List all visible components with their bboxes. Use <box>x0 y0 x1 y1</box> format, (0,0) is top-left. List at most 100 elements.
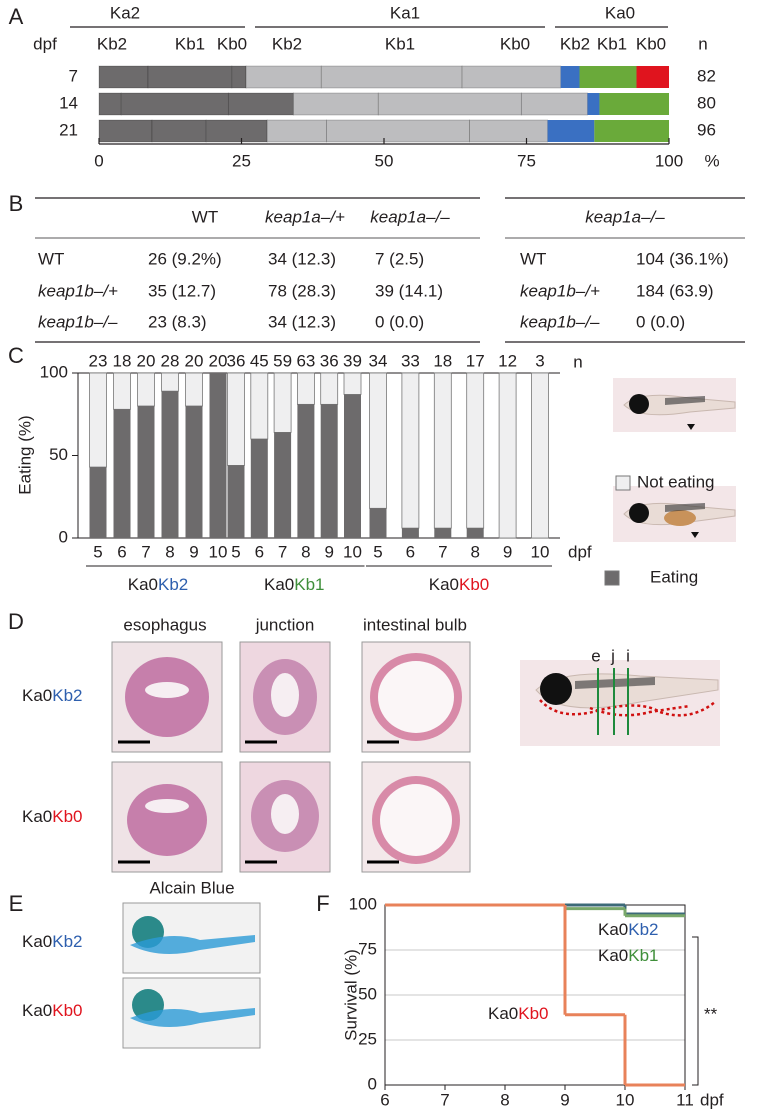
row-label-part: Ka0 <box>22 686 52 705</box>
group-label-part: Kb2 <box>158 575 188 594</box>
row-label: Ka0Kb2 <box>22 686 83 705</box>
table-cell: 7 (2.5) <box>375 249 424 268</box>
count-label: 23 <box>89 351 108 370</box>
legend-label: Kb2 <box>97 34 127 53</box>
panel-letter: B <box>9 191 24 216</box>
series-label-part: Ka0 <box>488 1004 518 1023</box>
alcian-images <box>122 902 261 1049</box>
x-tick-label: 9 <box>560 1090 569 1109</box>
bar-segment <box>320 65 463 89</box>
x-tick-label: 5 <box>231 542 240 561</box>
legend-label: Eating <box>650 567 698 586</box>
bar-eating <box>209 373 227 538</box>
x-tick-label: 5 <box>93 542 102 561</box>
count-label: 34 <box>369 351 388 370</box>
count-label: 20 <box>185 351 204 370</box>
bar-not-eating <box>531 372 549 539</box>
table-cell: 39 (14.1) <box>375 281 443 300</box>
bar-eating <box>113 409 131 538</box>
count-header: n <box>573 352 582 371</box>
group-label: Ka0Kb2 <box>128 575 189 594</box>
group-label-part: Kb1 <box>294 575 324 594</box>
x-tick-label: 9 <box>189 542 198 561</box>
bar-segment <box>151 119 207 143</box>
bar-segment <box>266 119 327 143</box>
x-tick-label: 75 <box>517 151 536 170</box>
x-tick-label: 100 <box>655 151 683 170</box>
bar-segment <box>98 119 153 143</box>
count-label: 59 <box>273 351 292 370</box>
count-label: 63 <box>296 351 315 370</box>
bar-eating <box>274 432 292 538</box>
row-label: Ka0Kb2 <box>22 932 83 951</box>
bar-eating <box>320 404 338 538</box>
fish-photo <box>613 378 736 432</box>
bar-segment <box>547 120 595 142</box>
bar-not-eating <box>113 372 131 410</box>
bar-eating <box>137 406 155 538</box>
x-tick-label: 7 <box>278 542 287 561</box>
bar-segment <box>231 65 247 89</box>
bar-not-eating <box>89 372 107 468</box>
legend-label: Kb2 <box>560 34 590 53</box>
x-tick-label: 6 <box>117 542 126 561</box>
bar-eating <box>401 528 419 538</box>
y-tick-label: 100 <box>349 894 377 913</box>
legend-label: Kb0 <box>636 34 666 53</box>
legend-label: Kb0 <box>500 34 530 53</box>
bar-eating <box>466 528 484 538</box>
group-label-part: Ka0 <box>429 575 459 594</box>
histology-images <box>111 641 471 873</box>
x-tick-label: 10 <box>616 1090 635 1109</box>
column-label: junction <box>255 615 315 634</box>
bar-eating <box>161 391 179 538</box>
bar-eating <box>434 528 452 538</box>
y-tick-label: 50 <box>358 984 377 1003</box>
bar-segment <box>594 120 669 142</box>
panel-letter: C <box>8 343 24 368</box>
series-label-part: Ka0 <box>598 946 628 965</box>
x-tick-label: 10 <box>209 542 228 561</box>
row-label: 21 <box>59 120 78 139</box>
count-label: 80 <box>697 93 716 112</box>
legend-label: Kb1 <box>175 34 205 53</box>
column-header: WT <box>192 207 218 226</box>
x-tick-label: 8 <box>301 542 310 561</box>
column-header: keap1a–/– <box>370 207 450 226</box>
count-label: 45 <box>250 351 269 370</box>
bar-segment <box>326 119 470 143</box>
table-cell: 34 (12.3) <box>268 249 336 268</box>
x-tick-label: 10 <box>531 542 550 561</box>
row-label: Ka0Kb0 <box>22 1001 83 1020</box>
bar-eating <box>369 508 387 538</box>
table-cell: 26 (9.2%) <box>148 249 222 268</box>
row-label: keap1b–/– <box>520 312 600 331</box>
column-header: keap1a–/+ <box>265 207 345 226</box>
x-tick-label: 7 <box>440 1090 449 1109</box>
series-label-part: Kb1 <box>628 946 658 965</box>
bar-not-eating <box>250 372 269 440</box>
bar-eating <box>185 406 203 538</box>
bar-not-eating <box>137 372 155 407</box>
row-label: Ka0Kb0 <box>22 807 83 826</box>
x-tick-label: 9 <box>503 542 512 561</box>
row-label-part: Kb0 <box>52 807 82 826</box>
bar-segment <box>599 93 669 115</box>
count-label: 20 <box>137 351 156 370</box>
section-label: i <box>626 646 630 665</box>
legend-swatch <box>604 570 620 586</box>
bar-eating <box>250 439 268 538</box>
x-tick-label: 6 <box>255 542 264 561</box>
table-cell: 23 (8.3) <box>148 312 207 331</box>
section-label: e <box>591 646 600 665</box>
group-label-part: Ka0 <box>128 575 158 594</box>
x-tick-label: 6 <box>406 542 415 561</box>
panel-letter: A <box>9 4 24 29</box>
x-tick-label: 5 <box>373 542 382 561</box>
bar-not-eating <box>401 372 420 529</box>
row-label-part: Kb2 <box>52 932 82 951</box>
section-label: j <box>610 646 615 665</box>
x-tick-label: 0 <box>94 151 103 170</box>
x-tick-label: 8 <box>165 542 174 561</box>
series-label-part: Kb2 <box>628 920 658 939</box>
